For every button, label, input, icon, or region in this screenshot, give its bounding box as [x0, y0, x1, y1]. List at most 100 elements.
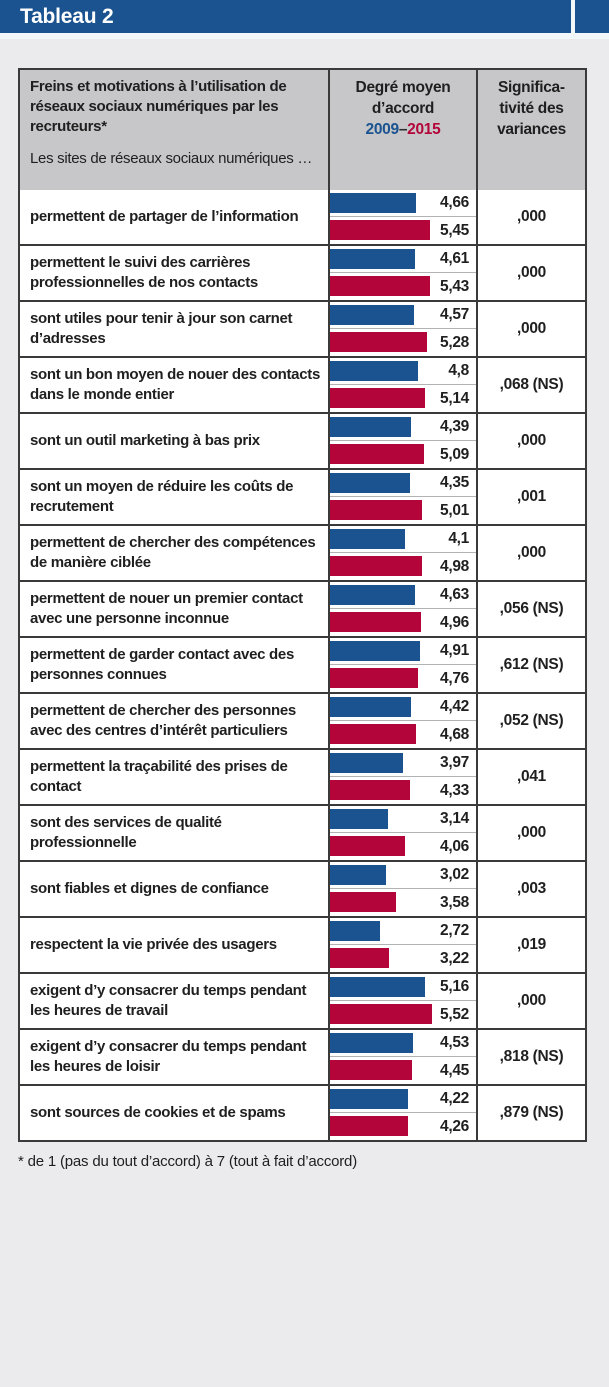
row-label: exigent d’y consacrer du temps pendant l…	[20, 974, 330, 1028]
bar-sub-row-2015: 4,68	[330, 721, 476, 748]
value-2015: 4,26	[440, 1117, 469, 1135]
bar-sub-row-2015: 4,45	[330, 1057, 476, 1084]
bar-2009	[330, 305, 415, 325]
table-title: Tableau 2	[20, 4, 114, 28]
table-row: sont sources de cookies et de spams 4,22…	[20, 1084, 585, 1140]
row-bar-cell: 4,63 4,96	[330, 582, 478, 636]
value-2009: 3,97	[440, 754, 469, 771]
row-label: permettent de garder contact avec des pe…	[20, 638, 330, 692]
row-label: permettent la traçabilité des prises de …	[20, 750, 330, 804]
table-row: sont des services de qualité professionn…	[20, 804, 585, 860]
bar-sub-row-2015: 3,22	[330, 945, 476, 972]
bar-2015	[330, 332, 428, 352]
header-criteria-subtitle: Les sites de réseaux sociaux numé­riques…	[30, 150, 313, 167]
table-row: permettent de partager de l’information …	[20, 190, 585, 244]
title-band-zone: Tableau 2	[0, 0, 609, 39]
value-2015: 5,43	[440, 277, 469, 295]
value-2009: 3,14	[440, 810, 469, 827]
row-label: respectent la vie privée des usagers	[20, 918, 330, 972]
value-2015: 4,76	[440, 669, 469, 687]
bar-sub-row-2009: 3,97	[330, 750, 476, 777]
value-2015: 4,68	[440, 725, 469, 743]
value-2009: 4,39	[440, 418, 469, 435]
bar-2015	[330, 668, 418, 688]
row-bar-cell: 4,35 5,01	[330, 470, 478, 524]
bar-2009	[330, 417, 411, 437]
row-bar-cell: 4,66 5,45	[330, 190, 478, 244]
bar-2009	[330, 585, 416, 605]
value-2015: 4,96	[440, 613, 469, 631]
legend-year-2009: 2009	[365, 121, 400, 138]
bar-2009	[330, 361, 419, 381]
table-header-row: Freins et motivations à l’utilisation de…	[20, 70, 585, 190]
value-2009: 4,22	[440, 1090, 469, 1107]
header-criteria-title: Freins et motivations à l’utilisation de…	[30, 78, 287, 135]
row-label: sont un outil marketing à bas prix	[20, 414, 330, 468]
row-bar-cell: 2,72 3,22	[330, 918, 478, 972]
row-bar-cell: 3,97 4,33	[330, 750, 478, 804]
value-2015: 5,28	[440, 333, 469, 351]
row-label: sont un bon moyen de nouer des contacts …	[20, 358, 330, 412]
row-label: permettent de partager de l’information	[20, 190, 330, 244]
header-agreement-years: 2009–2015	[330, 119, 476, 140]
bar-sub-row-2009: 4,22	[330, 1086, 476, 1113]
bar-sub-row-2015: 5,45	[330, 217, 476, 244]
table-row: sont fiables et dignes de confiance 3,02…	[20, 860, 585, 916]
value-2015: 3,58	[440, 893, 469, 911]
bar-2015	[330, 948, 390, 968]
bar-sub-row-2009: 4,1	[330, 526, 476, 553]
row-label: permettent de chercher des compétences d…	[20, 526, 330, 580]
value-2009: 4,35	[440, 474, 469, 491]
value-2009: 4,42	[440, 698, 469, 715]
bar-sub-row-2015: 5,09	[330, 441, 476, 468]
bar-sub-row-2009: 4,53	[330, 1030, 476, 1057]
row-bar-cell: 3,02 3,58	[330, 862, 478, 916]
row-significance: ,001	[517, 488, 546, 505]
row-bar-cell: 4,22 4,26	[330, 1086, 478, 1140]
bar-2015	[330, 892, 396, 912]
row-significance: ,003	[517, 880, 546, 897]
row-bar-cell: 4,53 4,45	[330, 1030, 478, 1084]
bar-2015	[330, 1116, 409, 1136]
bar-sub-row-2015: 5,14	[330, 385, 476, 412]
bar-2015	[330, 1004, 432, 1024]
table-row: exigent d’y consacrer du temps pendant l…	[20, 1028, 585, 1084]
bar-2009	[330, 865, 386, 885]
row-significance: ,000	[517, 992, 546, 1009]
row-significance: ,000	[517, 824, 546, 841]
row-significance: ,000	[517, 544, 546, 561]
row-significance: ,818 (NS)	[499, 1048, 564, 1065]
table-row: permettent de chercher des personnes ave…	[20, 692, 585, 748]
bar-sub-row-2015: 4,33	[330, 777, 476, 804]
row-bar-cell: 4,42 4,68	[330, 694, 478, 748]
value-2009: 4,53	[440, 1034, 469, 1051]
bar-sub-row-2015: 5,01	[330, 497, 476, 524]
table-row: permettent de chercher des compétences d…	[20, 524, 585, 580]
bar-sub-row-2009: 4,66	[330, 190, 476, 217]
bar-sub-row-2009: 4,91	[330, 638, 476, 665]
bar-sub-row-2009: 4,35	[330, 470, 476, 497]
title-bar-accent-square	[575, 0, 609, 33]
bar-2015	[330, 220, 431, 240]
row-bar-cell: 5,16 5,52	[330, 974, 478, 1028]
bar-sub-row-2015: 4,26	[330, 1113, 476, 1140]
row-significance: ,041	[517, 768, 546, 785]
value-2009: 4,1	[448, 530, 469, 547]
table-row: exigent d’y consacrer du temps pendant l…	[20, 972, 585, 1028]
bar-sub-row-2009: 4,63	[330, 582, 476, 609]
value-2009: 5,16	[440, 978, 469, 995]
table-row: permettent la traçabilité des prises de …	[20, 748, 585, 804]
bar-2009	[330, 1033, 414, 1053]
table-row: permettent le suivi des carrières profes…	[20, 244, 585, 300]
bar-sub-row-2009: 4,8	[330, 358, 476, 385]
row-label: permettent de nouer un premier contact a…	[20, 582, 330, 636]
value-2015: 5,09	[440, 445, 469, 463]
table-row: sont un moyen de réduire les coûts de re…	[20, 468, 585, 524]
bar-2009	[330, 697, 412, 717]
value-2015: 5,14	[440, 389, 469, 407]
header-cell-agreement: Degré moyen d’accord 2009–2015	[330, 70, 478, 190]
bar-2015	[330, 444, 424, 464]
table-row: sont utiles pour tenir à jour son carnet…	[20, 300, 585, 356]
row-bar-cell: 4,61 5,43	[330, 246, 478, 300]
bar-sub-row-2015: 4,98	[330, 553, 476, 580]
